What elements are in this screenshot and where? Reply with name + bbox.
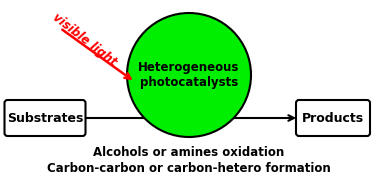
Text: Products: Products — [302, 111, 364, 124]
FancyBboxPatch shape — [296, 100, 370, 136]
FancyBboxPatch shape — [5, 100, 85, 136]
Text: Substrates: Substrates — [7, 111, 83, 124]
Text: Heterogeneous
photocatalysts: Heterogeneous photocatalysts — [138, 61, 240, 89]
Text: Alcohols or amines oxidation: Alcohols or amines oxidation — [93, 145, 285, 158]
Text: visible light: visible light — [50, 11, 119, 69]
Circle shape — [127, 13, 251, 137]
Text: Carbon-carbon or carbon-hetero formation: Carbon-carbon or carbon-hetero formation — [47, 161, 331, 174]
